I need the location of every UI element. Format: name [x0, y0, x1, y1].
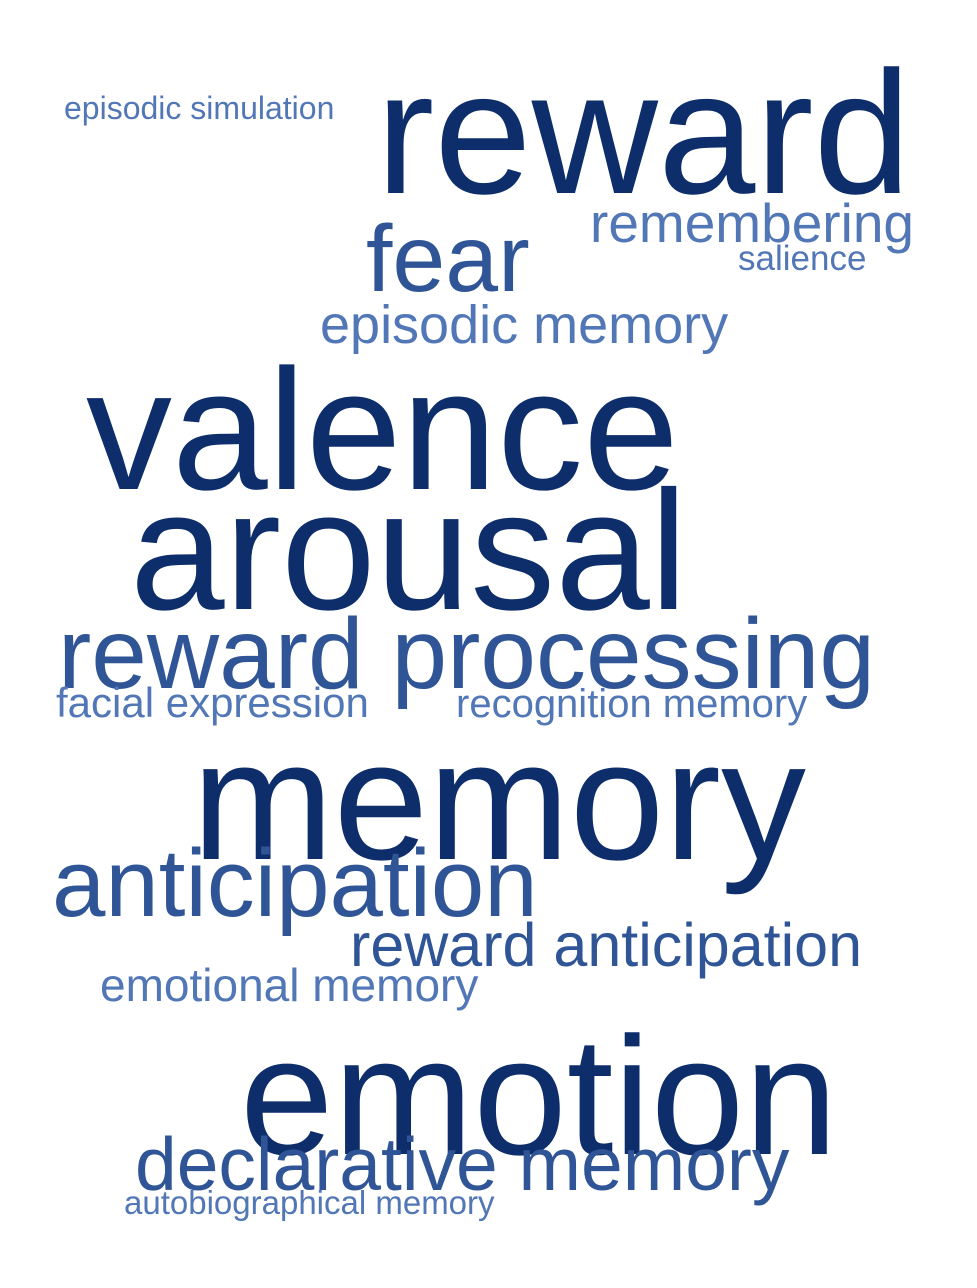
word-recognition-memory: recognition memory: [456, 682, 808, 726]
word-valence: valence: [86, 334, 679, 526]
word-remembering: remembering: [590, 192, 915, 254]
word-autobiographical-memory: autobiographical memory: [124, 1184, 495, 1221]
word-emotional-memory: emotional memory: [100, 959, 479, 1011]
word-reward-processing: reward processing: [58, 598, 876, 710]
word-facial-expression: facial expression: [56, 679, 369, 726]
word-arousal: arousal: [130, 456, 688, 646]
word-reward: reward: [376, 36, 911, 231]
word-fear: fear: [366, 206, 530, 312]
word-episodic-memory: episodic memory: [320, 295, 729, 355]
word-memory: memory: [192, 706, 806, 896]
word-episodic-simulation: episodic simulation: [64, 90, 335, 126]
word-reward-anticipation: reward anticipation: [350, 911, 863, 979]
word-anticipation: anticipation: [52, 830, 538, 937]
word-declarative-memory: declarative memory: [135, 1122, 790, 1206]
word-salience: salience: [738, 239, 867, 278]
word-emotion: emotion: [240, 1002, 838, 1190]
